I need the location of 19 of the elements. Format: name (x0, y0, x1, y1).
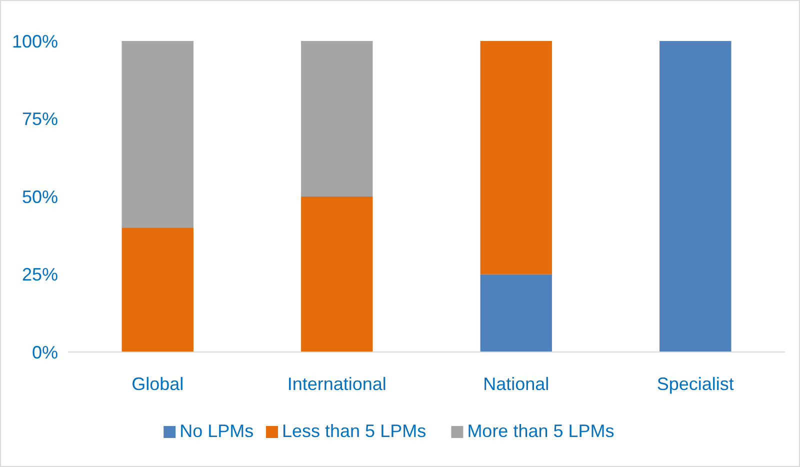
x-tick-label: International (287, 374, 386, 394)
legend-label: Less than 5 LPMs (282, 421, 426, 441)
bar (301, 41, 373, 196)
y-tick-label: 25% (22, 264, 58, 285)
x-tick-label: National (483, 374, 550, 394)
bar (301, 196, 373, 352)
y-tick-label: 0% (32, 342, 58, 362)
bar (480, 274, 552, 352)
x-tick-label: Global (132, 374, 184, 394)
y-tick-label: 100% (12, 31, 58, 52)
legend-label: No LPMs (180, 421, 254, 441)
y-tick-label: 75% (22, 109, 58, 130)
bar (122, 41, 194, 228)
bar (660, 41, 732, 352)
x-tick-label: Specialist (656, 374, 734, 394)
bar (480, 41, 552, 274)
legend-label: More than 5 LPMs (467, 421, 614, 441)
bar (122, 228, 194, 352)
y-tick-label: 50% (22, 186, 58, 207)
